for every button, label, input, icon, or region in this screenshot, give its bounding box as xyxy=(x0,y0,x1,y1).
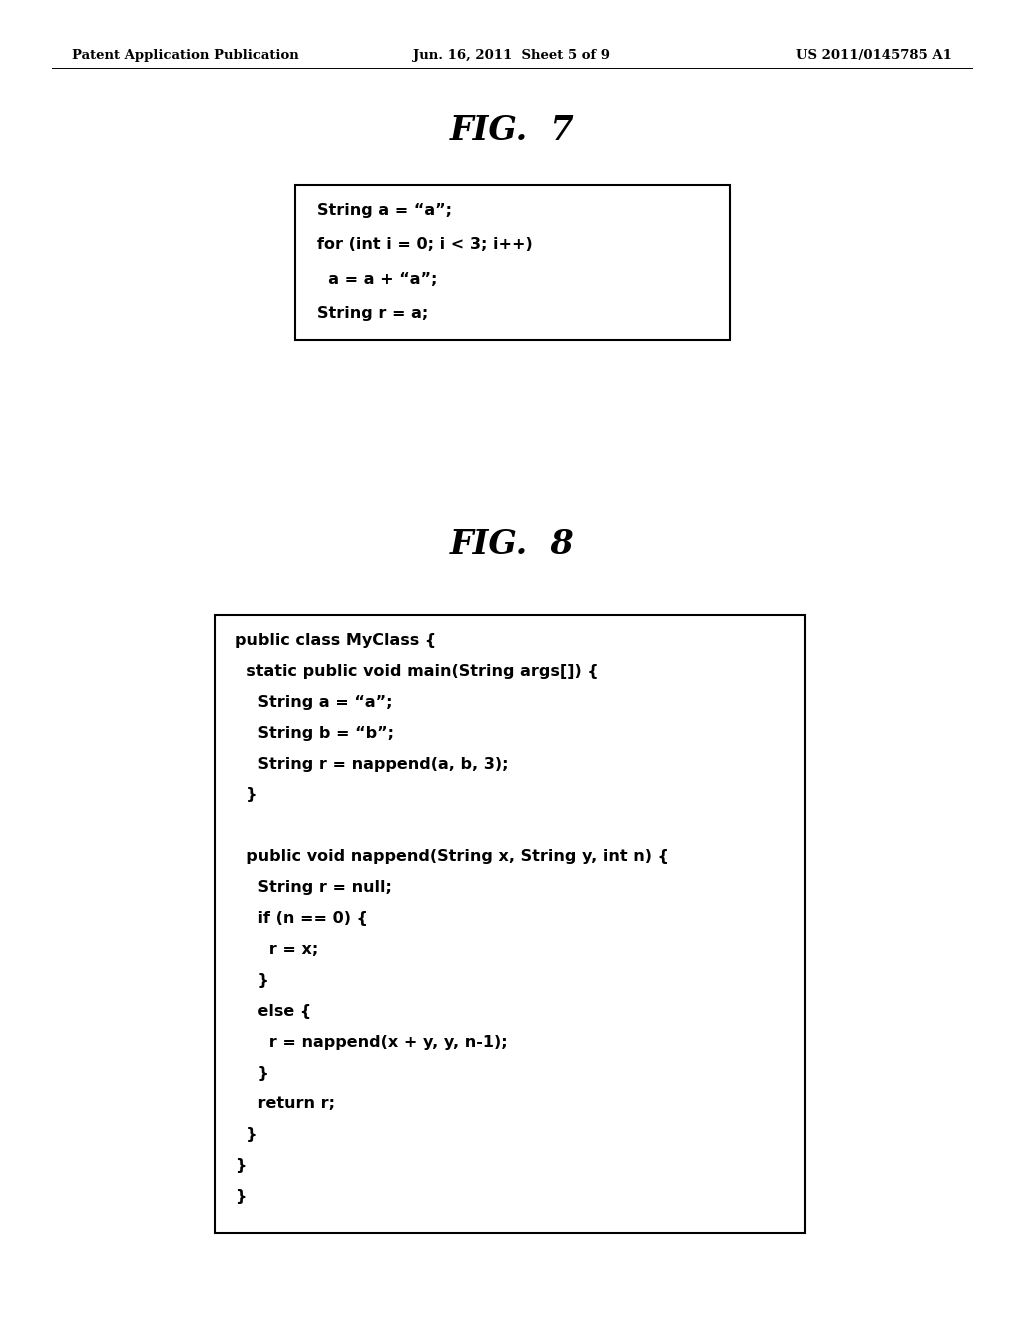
Text: return r;: return r; xyxy=(234,1097,335,1111)
Text: }: } xyxy=(234,1065,269,1081)
Text: public class MyClass {: public class MyClass { xyxy=(234,634,436,648)
Text: US 2011/0145785 A1: US 2011/0145785 A1 xyxy=(796,49,952,62)
Text: }: } xyxy=(234,973,269,987)
Text: FIG.  7: FIG. 7 xyxy=(450,114,574,147)
Text: static public void main(String args[]) {: static public void main(String args[]) { xyxy=(234,664,599,678)
Text: }: } xyxy=(234,1189,247,1204)
Text: String r = nappend(a, b, 3);: String r = nappend(a, b, 3); xyxy=(234,756,509,772)
Text: for (int i = 0; i < 3; i++): for (int i = 0; i < 3; i++) xyxy=(317,238,532,252)
Text: Patent Application Publication: Patent Application Publication xyxy=(72,49,299,62)
Text: if (n == 0) {: if (n == 0) { xyxy=(234,911,368,927)
Text: FIG.  8: FIG. 8 xyxy=(450,528,574,561)
Text: String r = null;: String r = null; xyxy=(234,880,392,895)
Text: Jun. 16, 2011  Sheet 5 of 9: Jun. 16, 2011 Sheet 5 of 9 xyxy=(414,49,610,62)
Text: public void nappend(String x, String y, int n) {: public void nappend(String x, String y, … xyxy=(234,849,669,865)
Text: else {: else { xyxy=(234,1003,311,1019)
Text: }: } xyxy=(234,1159,247,1173)
Bar xyxy=(215,615,805,1233)
Bar xyxy=(295,185,730,341)
Text: String r = a;: String r = a; xyxy=(317,306,428,321)
Text: String b = “b”;: String b = “b”; xyxy=(234,726,394,741)
Text: r = x;: r = x; xyxy=(234,942,318,957)
Text: }: } xyxy=(234,788,258,803)
Text: }: } xyxy=(234,1127,258,1142)
Text: r = nappend(x + y, y, n-1);: r = nappend(x + y, y, n-1); xyxy=(234,1035,508,1049)
Text: String a = “a”;: String a = “a”; xyxy=(234,694,392,710)
Text: String a = “a”;: String a = “a”; xyxy=(317,203,452,218)
Text: a = a + “a”;: a = a + “a”; xyxy=(317,272,437,286)
